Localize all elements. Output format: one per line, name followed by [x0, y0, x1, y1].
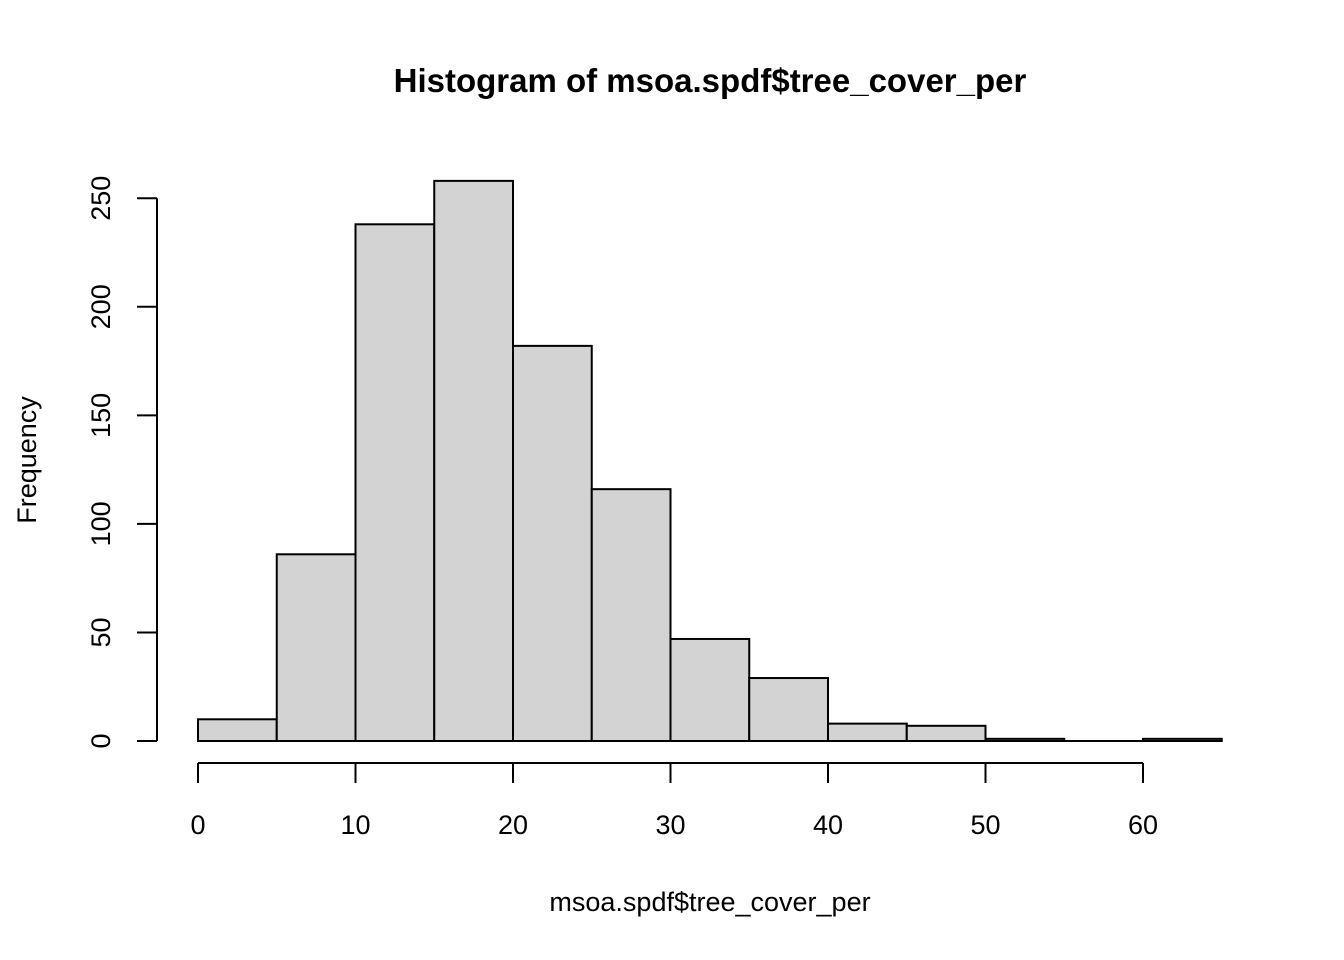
histogram-bar-0	[197, 718, 278, 742]
y-tick-label-0: 0	[86, 733, 116, 748]
y-tick-label-50: 50	[86, 617, 116, 647]
x-tick-label-10: 10	[340, 810, 370, 840]
y-tick-label-100: 100	[86, 501, 116, 546]
x-axis-label: msoa.spdf$tree_cover_per	[549, 887, 870, 917]
x-tick-label-60: 60	[1128, 810, 1158, 840]
histogram-bar-2	[354, 223, 436, 742]
x-tick-label-40: 40	[813, 810, 843, 840]
y-tick-label-200: 200	[86, 284, 116, 329]
y-axis: 0 50 100 150 200 250	[86, 176, 158, 749]
x-tick-label-20: 20	[498, 810, 528, 840]
y-tick-label-250: 250	[86, 176, 116, 221]
x-axis: 0 10 20 30 40 50 60	[190, 762, 1158, 840]
y-tick-label-150: 150	[86, 393, 116, 438]
y-axis-label: Frequency	[12, 396, 42, 524]
x-tick-label-50: 50	[970, 810, 1000, 840]
histogram-bar-1	[275, 553, 357, 742]
x-tick-label-30: 30	[655, 810, 685, 840]
histogram-bar-12	[1142, 737, 1223, 742]
x-tick-label-0: 0	[190, 810, 205, 840]
histogram-bar-6	[669, 637, 751, 743]
histogram-bar-10	[984, 737, 1066, 742]
bars-group	[197, 179, 1223, 743]
histogram-bar-5	[590, 488, 672, 742]
histogram-bar-7	[748, 677, 829, 743]
histogram-bar-8	[827, 722, 908, 743]
histogram-bar-9	[905, 724, 987, 742]
histogram-bar-3	[433, 179, 514, 742]
chart-title: Histogram of msoa.spdf$tree_cover_per	[394, 62, 1027, 99]
histogram-bar-4	[512, 344, 593, 742]
